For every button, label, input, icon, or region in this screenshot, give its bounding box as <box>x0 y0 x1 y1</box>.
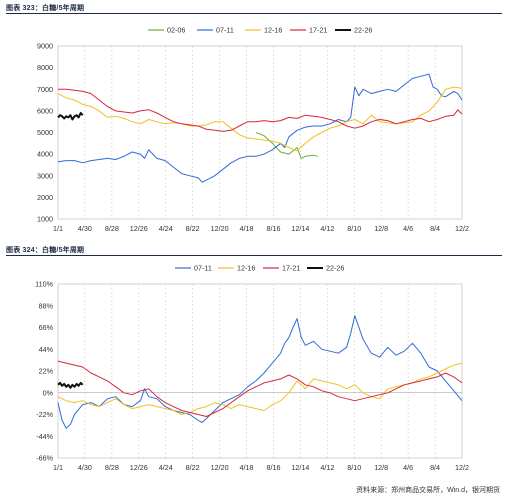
y-tick-label: 0% <box>43 388 54 397</box>
series-line-17-21 <box>58 88 463 132</box>
x-tick-label: 8/16 <box>266 224 280 233</box>
legend-label-07-11: 07-11 <box>216 26 234 35</box>
y-tick-label: -22% <box>36 410 53 419</box>
x-tick-label: 4/12 <box>320 463 334 472</box>
series-line-22-26 <box>57 381 84 389</box>
x-tick-label: 8/4 <box>430 224 440 233</box>
legend-label-17-21: 17-21 <box>282 264 300 273</box>
x-tick-label: 4/24 <box>159 463 173 472</box>
x-tick-label: 8/22 <box>186 463 200 472</box>
y-tick-label: 66% <box>39 323 54 332</box>
y-tick-label: 5000 <box>37 128 53 137</box>
y-tick-label: 1000 <box>37 215 53 224</box>
y-tick-label: 110% <box>35 280 53 289</box>
x-tick-label: 12/8 <box>374 463 388 472</box>
series-line-07-11 <box>57 73 463 183</box>
x-tick-label: 12/26 <box>130 224 148 233</box>
x-tick-label: 12/20 <box>211 224 229 233</box>
y-tick-label: 7000 <box>37 85 53 94</box>
x-tick-label: 12/8 <box>374 224 388 233</box>
x-tick-label: 8/28 <box>105 463 119 472</box>
x-tick-label: 4/18 <box>240 463 254 472</box>
y-tick-label: 8000 <box>37 63 53 72</box>
source-note: 资料来源：郑州商品交易所，Win.d，银河期货 <box>356 487 500 494</box>
legend-label-22-26: 22-26 <box>354 26 372 35</box>
y-tick-label: 44% <box>39 345 54 354</box>
x-tick-label: 8/22 <box>186 224 200 233</box>
y-tick-label: 9000 <box>37 42 53 51</box>
legend-label-22-26: 22-26 <box>326 264 344 273</box>
sugar-price-chart: 1000 2000 3000 4000 5000 6000 7000 8000 9000 1/1 4… <box>37 26 469 234</box>
legend-label-12-16: 12-16 <box>264 26 282 35</box>
x-tick-label: 8/28 <box>105 224 119 233</box>
x-tick-label: 1/1 <box>53 224 63 233</box>
x-tick-label: 4/18 <box>240 224 254 233</box>
y-tick-label: 3000 <box>37 171 53 180</box>
y-tick-label: -44% <box>36 432 53 441</box>
y-tick-label: 88% <box>39 301 54 310</box>
x-tick-label: 12/26 <box>130 463 148 472</box>
x-tick-label: 1/1 <box>53 463 63 472</box>
series-line-07-11 <box>57 315 463 429</box>
x-tick-label: 12/14 <box>291 463 309 472</box>
x-tick-label: 8/10 <box>347 463 361 472</box>
y-tick-label: 6000 <box>37 106 53 115</box>
x-tick-label: 8/4 <box>430 463 440 472</box>
y-tick-label: 2000 <box>37 193 53 202</box>
figure-title-2: 图表 324：白糖/5年周期 <box>6 247 85 254</box>
y-tick-label: -66% <box>36 454 53 463</box>
title-rule-2 <box>6 255 502 256</box>
x-tick-label: 12/14 <box>291 224 309 233</box>
series-line-22-26 <box>57 112 84 121</box>
legend-label-02-06: 02-06 <box>167 26 185 35</box>
figure-title-1: 图表 323：白糖/5年周期 <box>6 5 85 12</box>
title-rule-1 <box>6 13 502 14</box>
x-tick-label: 4/30 <box>78 463 92 472</box>
x-tick-label: 4/24 <box>159 224 173 233</box>
y-tick-label: 22% <box>39 367 54 376</box>
x-tick-label: 8/16 <box>266 463 280 472</box>
plot-frame <box>57 283 463 459</box>
legend-label-12-16: 12-16 <box>237 264 255 273</box>
legend-label-07-11: 07-11 <box>194 264 212 273</box>
x-tick-label: 4/12 <box>320 224 334 233</box>
x-tick-label: 12/2 <box>455 463 469 472</box>
series-line-17-21 <box>57 360 463 417</box>
x-tick-label: 12/2 <box>455 224 469 233</box>
x-tick-label: 8/10 <box>347 224 361 233</box>
x-tick-label: 12/20 <box>211 463 229 472</box>
y-tick-label: 4000 <box>37 150 53 159</box>
series-line-12-16 <box>57 362 463 415</box>
x-tick-label: 4/30 <box>78 224 92 233</box>
legend-label-17-21: 17-21 <box>309 26 327 35</box>
series-line-02-06 <box>255 132 318 159</box>
x-tick-label: 4/6 <box>403 463 413 472</box>
plot-frame <box>57 45 463 220</box>
x-tick-label: 4/6 <box>403 224 413 233</box>
